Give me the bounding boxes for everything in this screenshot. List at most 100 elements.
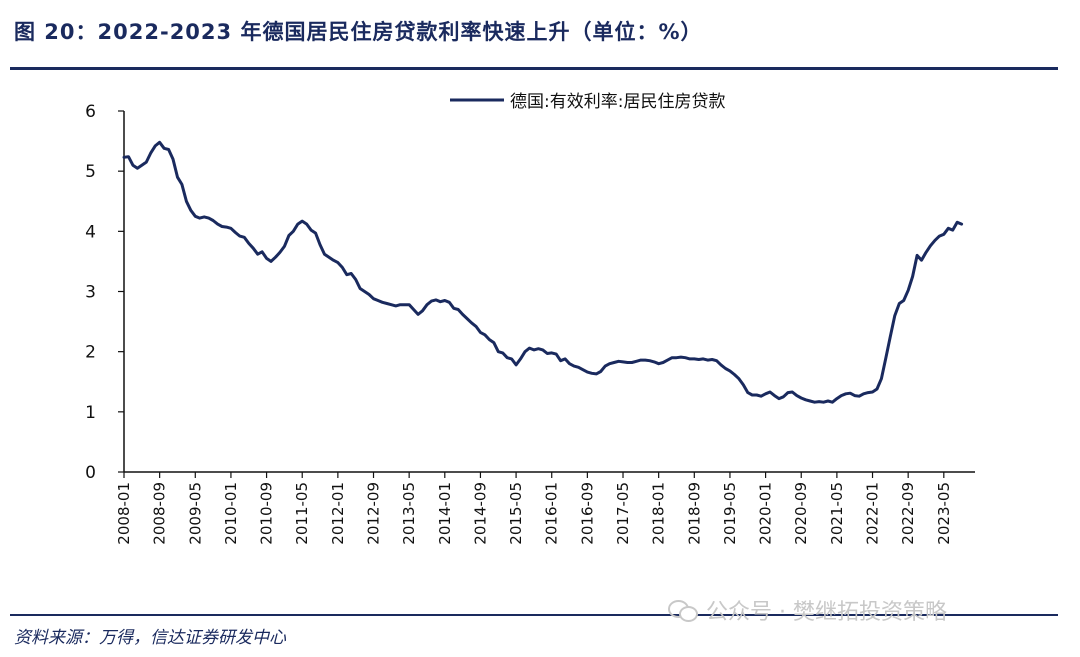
data-point — [564, 358, 566, 360]
data-point — [248, 242, 250, 244]
data-point — [604, 365, 606, 367]
x-tick-label: 2008-09 — [151, 482, 169, 545]
data-point — [876, 388, 878, 390]
legend-label: 德国:有效利率:居民住房贷款 — [510, 92, 725, 112]
data-point — [729, 370, 731, 372]
data-point — [796, 395, 798, 397]
data-point — [903, 299, 905, 302]
data-point — [185, 200, 187, 202]
x-tick-label: 2022-09 — [899, 482, 917, 545]
y-tick-label: 3 — [85, 283, 96, 303]
data-point — [920, 259, 923, 261]
data-point — [497, 351, 499, 353]
data-point — [292, 230, 294, 232]
data-point — [778, 398, 780, 400]
data-point — [680, 356, 682, 358]
data-point — [346, 274, 348, 276]
data-point — [417, 313, 419, 315]
data-point — [439, 301, 441, 303]
data-point — [769, 391, 771, 393]
data-point — [961, 223, 963, 225]
data-point — [551, 352, 553, 354]
data-point — [386, 302, 388, 305]
data-point — [168, 148, 170, 151]
watermark-text: 公众号 · 樊继拓投资策略 — [706, 600, 947, 625]
data-point — [787, 392, 789, 394]
data-point — [698, 358, 700, 361]
data-point — [751, 394, 753, 396]
data-point — [626, 361, 629, 364]
legend: 德国:有效利率:居民住房贷款 — [450, 92, 725, 112]
data-point — [871, 391, 874, 393]
y-tick-label: 5 — [85, 162, 96, 182]
x-tick-label: 2014-09 — [471, 482, 489, 545]
data-point — [845, 393, 847, 395]
data-point — [301, 220, 303, 222]
data-point — [239, 235, 241, 237]
data-point — [368, 293, 370, 296]
data-point — [519, 358, 522, 360]
x-tick-label: 2012-01 — [329, 482, 347, 545]
x-tick-label: 2014-01 — [436, 482, 454, 545]
data-point — [288, 234, 290, 237]
data-point — [640, 359, 642, 361]
data-point — [381, 301, 383, 303]
data-point — [279, 251, 281, 253]
data-point — [350, 272, 352, 275]
data-point — [894, 315, 896, 317]
data-point — [154, 145, 156, 147]
data-point — [658, 363, 660, 365]
data-point — [217, 223, 219, 225]
data-point — [484, 334, 486, 336]
data-point — [702, 358, 704, 360]
data-point — [377, 299, 379, 302]
x-axis-ticks: 2008-01 2008-09 2009-05 2010-01 2010-09 2011-… — [115, 472, 953, 545]
data-point — [506, 357, 508, 359]
data-point — [404, 304, 406, 306]
data-point — [568, 363, 571, 365]
data-point — [791, 391, 793, 393]
data-point — [430, 300, 432, 302]
data-point — [315, 232, 317, 234]
data-point — [822, 401, 825, 403]
data-point — [613, 361, 615, 364]
wechat-icon — [668, 598, 698, 622]
data-point — [208, 217, 210, 219]
data-point — [221, 225, 223, 228]
data-point — [635, 360, 638, 362]
data-point — [600, 370, 602, 373]
data-point — [537, 348, 540, 350]
data-point — [493, 342, 495, 344]
data-point — [644, 359, 646, 361]
data-point — [707, 359, 709, 361]
data-point — [747, 392, 749, 394]
data-point — [582, 369, 584, 371]
data-point — [885, 357, 887, 359]
figure-title: 图 20：2022-2023 年德国居民住房贷款利率快速上升（单位：%） — [14, 20, 703, 44]
data-point — [546, 352, 548, 355]
data-point — [675, 357, 678, 359]
data-point — [136, 167, 138, 169]
data-point — [225, 226, 228, 228]
data-point — [560, 360, 562, 362]
data-point — [408, 304, 410, 306]
data-point — [577, 366, 580, 368]
data-point — [929, 245, 932, 247]
x-tick-label: 2021-05 — [828, 482, 846, 545]
data-point — [947, 227, 949, 229]
data-point — [863, 393, 865, 395]
data-point — [649, 360, 651, 362]
x-tick-label: 2010-01 — [222, 482, 240, 545]
data-point — [261, 251, 263, 253]
data-point — [310, 229, 312, 231]
data-point — [234, 231, 236, 234]
data-point — [916, 254, 918, 256]
data-point — [306, 223, 308, 225]
data-point — [426, 304, 428, 306]
data-point — [849, 392, 851, 394]
data-point — [653, 361, 655, 363]
data-point — [912, 275, 914, 278]
series-line — [122, 140, 964, 404]
data-point — [230, 227, 232, 229]
